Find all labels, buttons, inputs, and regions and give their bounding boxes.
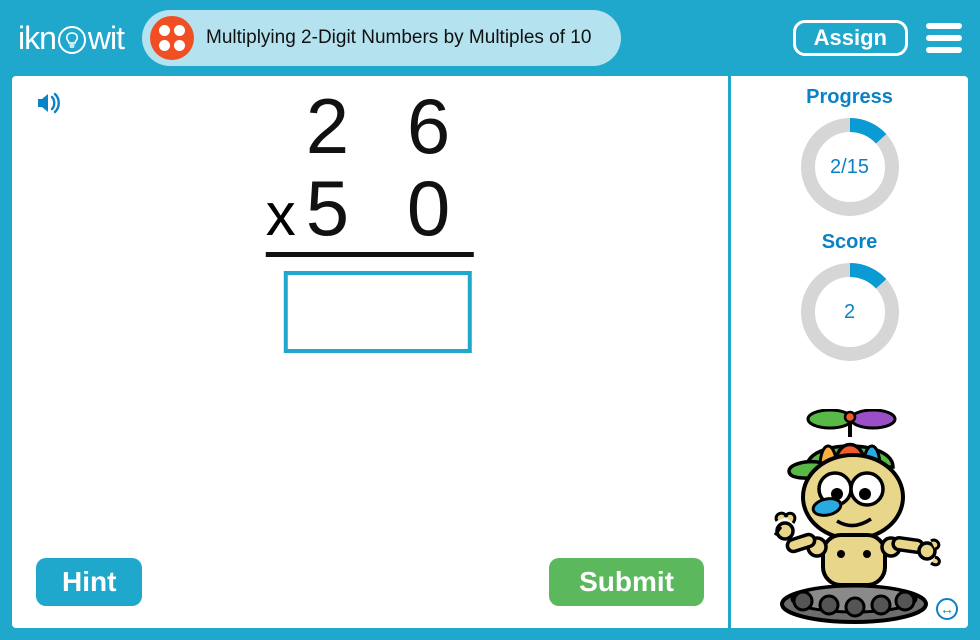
progress-value: 2/15 [798, 115, 902, 219]
operand-2: 5 0 [306, 168, 474, 250]
answer-input[interactable] [284, 271, 472, 353]
score-ring: 2 [798, 260, 902, 364]
audio-icon[interactable] [36, 92, 62, 120]
operator: x [266, 180, 296, 249]
robot-mascot [731, 409, 968, 624]
score-label: Score [822, 231, 878, 254]
hamburger-menu-icon[interactable] [926, 23, 962, 53]
operand-1: 2 6 [266, 86, 474, 168]
multiplication-problem: 2 6 x 5 0 [266, 86, 474, 353]
level-badge-icon [150, 16, 194, 60]
submit-button[interactable]: Submit [549, 558, 704, 606]
question-pane: 2 6 x 5 0 Hint Submit [12, 76, 728, 628]
logo-text-prefix: ikn [18, 20, 56, 57]
lesson-title: Multiplying 2-Digit Numbers by Multiples… [206, 27, 591, 49]
hint-button[interactable]: Hint [36, 558, 142, 606]
sidebar: Progress 2/15 Score 2 [728, 76, 968, 628]
logo-text-suffix: wit [88, 20, 124, 57]
progress-ring: 2/15 [798, 115, 902, 219]
expand-icon[interactable]: ↔ [936, 598, 958, 620]
assign-button[interactable]: Assign [793, 20, 908, 56]
logo[interactable]: iknwit [18, 20, 124, 57]
header: iknwit Multiplying 2-Digit Numbers by Mu… [12, 10, 968, 66]
score-value: 2 [798, 260, 902, 364]
progress-label: Progress [806, 86, 893, 109]
lesson-title-pill: Multiplying 2-Digit Numbers by Multiples… [142, 10, 621, 66]
main-panel: 2 6 x 5 0 Hint Submit Progress 2/15 Scor… [12, 76, 968, 628]
bulb-icon [58, 26, 86, 54]
